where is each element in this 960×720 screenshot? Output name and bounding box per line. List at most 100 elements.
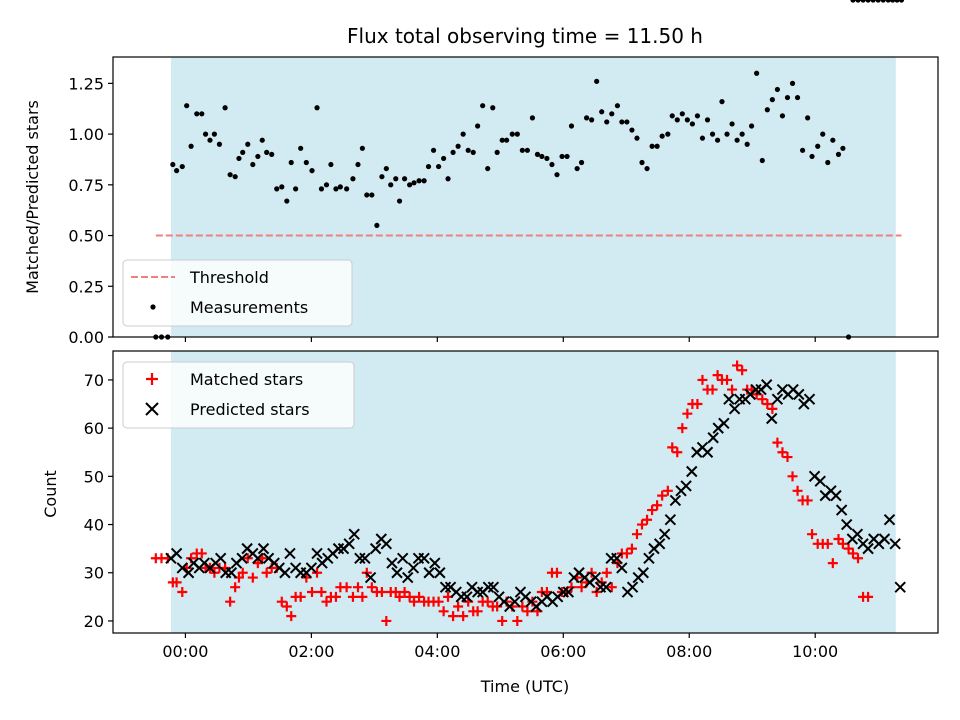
matched-point [837, 538, 848, 549]
matched-point [667, 442, 678, 453]
predicted-point [637, 567, 649, 579]
measurement-point [199, 111, 205, 117]
matched-point [341, 582, 352, 593]
matched-point [286, 611, 297, 622]
legend-count: Matched stars Predicted stars [122, 361, 355, 429]
matched-point [863, 591, 874, 602]
measurement-point [564, 153, 570, 160]
predicted-point [236, 552, 248, 564]
measurement-point [236, 155, 242, 162]
matched-point [551, 567, 562, 578]
measurement-point [669, 113, 675, 119]
measurement-point [245, 141, 251, 147]
legend-label: Measurements [190, 298, 308, 317]
measurement-point [684, 117, 690, 123]
measurement-point [649, 143, 655, 149]
measurement-point [759, 157, 765, 164]
measurement-point [624, 119, 630, 125]
measurement-point [274, 186, 280, 192]
y-tick-label: 0.25 [68, 277, 104, 296]
matched-point [647, 505, 658, 516]
predicted-point [343, 538, 355, 550]
predicted-point [600, 581, 612, 593]
measurement-point [840, 145, 846, 151]
measurement-point [374, 222, 380, 229]
measurement-point [825, 159, 831, 166]
y-tick-label: 1.00 [68, 125, 104, 144]
matched-point [662, 485, 673, 496]
predicted-point [170, 547, 183, 560]
matched-point [281, 601, 292, 612]
measurement-point [634, 135, 640, 141]
matched-point [409, 596, 420, 607]
matched-point [357, 591, 368, 602]
predicted-point [771, 393, 784, 405]
matched-point [692, 399, 703, 410]
matched-point [366, 582, 377, 593]
matched-point [767, 403, 778, 414]
matched-point [621, 548, 632, 559]
measurement-point [411, 180, 417, 186]
measurement-point [184, 103, 190, 109]
matched-point [433, 596, 444, 607]
predicted-point [686, 465, 698, 478]
matched-point [631, 529, 642, 540]
measurement-point [240, 149, 246, 155]
predicted-point [701, 446, 714, 458]
matched-point [448, 611, 459, 622]
predicted-point [252, 552, 264, 564]
axes-frame [112, 350, 939, 634]
measurement-point [460, 131, 466, 137]
predicted-point [835, 504, 848, 516]
measurement-point [425, 163, 432, 170]
matched-point [225, 596, 236, 607]
x-tick-label: 10:00 [792, 642, 838, 661]
matched-point [637, 519, 648, 530]
measurement-point [724, 131, 730, 137]
matched-point [541, 587, 552, 598]
measurement-point [222, 105, 228, 111]
matched-point [472, 606, 483, 617]
x-axis-label: Time (UTC) [480, 677, 569, 696]
measurement-point [333, 186, 339, 192]
predicted-point [487, 581, 500, 593]
y-tick-label: 40 [84, 516, 104, 535]
predicted-point [391, 567, 403, 579]
measurement-point [396, 198, 403, 204]
measurement-point [499, 137, 505, 143]
predicted-point [616, 562, 628, 574]
measurement-point [689, 121, 695, 127]
measurement-point [519, 147, 525, 153]
measurement-point [754, 70, 760, 76]
measurement-point [568, 123, 575, 129]
measurement-point [344, 186, 350, 192]
measurement-point [323, 182, 330, 188]
measurement-point [659, 133, 665, 139]
measurement-point [574, 165, 580, 172]
y-tick-label: 50 [84, 467, 104, 486]
legend-label: Predicted stars [190, 400, 310, 419]
measurement-point [609, 111, 615, 117]
measurement-point [583, 115, 590, 121]
measurement-point [350, 176, 356, 182]
predicted-point [658, 528, 671, 540]
measurement-point [875, 0, 881, 3]
measurement-point [629, 127, 635, 133]
measurement-point [369, 192, 375, 198]
measurement-point [784, 94, 791, 101]
measurement-point [388, 182, 394, 188]
measurement-point [188, 143, 194, 149]
measurement-point [729, 121, 735, 127]
matched-point [376, 587, 387, 598]
panel-count: 20 30 40 50 60 70 00:00 02:00 04:00 06:00 08:00 10:… [84, 350, 939, 661]
predicted-point [311, 547, 323, 560]
measurement-point [665, 131, 671, 137]
measurement-point [194, 111, 200, 117]
measurement-point [865, 0, 871, 3]
matched-point [727, 384, 738, 395]
predicted-point [359, 552, 371, 564]
measurement-point [407, 182, 413, 188]
predicted-point [418, 552, 430, 564]
predicted-point [611, 552, 623, 564]
